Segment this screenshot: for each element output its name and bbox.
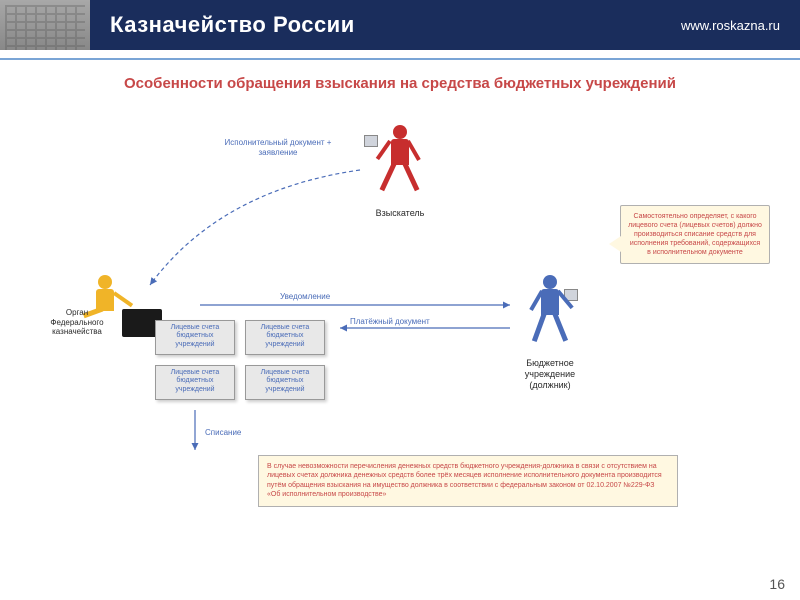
slide-title: Особенности обращения взыскания на средс… [30, 75, 770, 92]
account-box-3: Лицевые счета бюджетных учреждений [155, 365, 235, 400]
complainant-figure-icon [370, 125, 430, 205]
payment-doc-label: Платёжный документ [350, 317, 430, 327]
debtor-figure-icon [520, 275, 580, 355]
account-box-4: Лицевые счета бюджетных учреждений [245, 365, 325, 400]
writeoff-label: Списание [205, 428, 241, 438]
header-title: Казначейство России [110, 12, 355, 38]
building-image [0, 0, 90, 50]
complainant-label: Взыскатель [370, 208, 430, 219]
account-box-2: Лицевые счета бюджетных учреждений [245, 320, 325, 355]
doc-application-label: Исполнительный документ + заявление [208, 138, 348, 157]
debtor-label: Бюджетное учреждение (должник) [510, 358, 590, 390]
account-box-1: Лицевые счета бюджетных учреждений [155, 320, 235, 355]
header-url: www.roskazna.ru [681, 18, 780, 33]
header-bar: Казначейство России www.roskazna.ru [0, 0, 800, 50]
page-number: 16 [769, 576, 785, 592]
notification-label: Уведомление [280, 292, 330, 302]
debtor-node: Бюджетное учреждение (должник) [520, 275, 590, 390]
diagram-container: Взыскатель Исполнительный документ + зая… [0, 110, 800, 560]
treasury-label: Орган Федерального казначейства [42, 308, 112, 337]
complainant-node: Взыскатель [370, 125, 430, 219]
callout-bubble: Самостоятельно определяет, с какого лице… [620, 205, 770, 264]
separator-line [0, 58, 800, 60]
note-box: В случае невозможности перечисления дене… [258, 455, 678, 507]
